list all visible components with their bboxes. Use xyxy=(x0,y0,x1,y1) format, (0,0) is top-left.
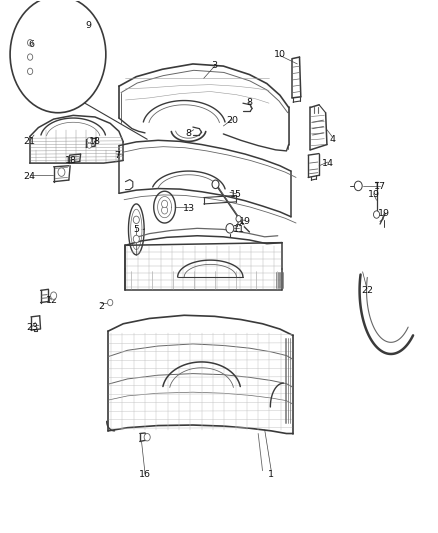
Text: 8: 8 xyxy=(186,130,191,139)
Text: 7: 7 xyxy=(114,151,120,160)
Text: 19: 19 xyxy=(239,217,251,226)
Text: 16: 16 xyxy=(139,471,151,479)
Text: 8: 8 xyxy=(247,98,252,107)
Circle shape xyxy=(58,168,65,176)
Text: 24: 24 xyxy=(24,172,35,181)
Text: 18: 18 xyxy=(89,138,101,147)
Text: 21: 21 xyxy=(24,138,35,147)
Text: 15: 15 xyxy=(230,190,242,199)
Circle shape xyxy=(236,216,241,222)
Circle shape xyxy=(162,207,168,214)
Text: 6: 6 xyxy=(28,41,34,50)
Circle shape xyxy=(354,181,362,191)
Text: 3: 3 xyxy=(212,61,218,69)
Text: 2: 2 xyxy=(99,302,105,311)
Text: 13: 13 xyxy=(183,204,194,213)
Circle shape xyxy=(374,211,380,218)
Text: 20: 20 xyxy=(226,116,238,125)
Circle shape xyxy=(50,292,57,300)
Text: 11: 11 xyxy=(233,225,244,234)
Circle shape xyxy=(10,0,106,113)
Text: 14: 14 xyxy=(322,159,334,167)
Text: 10: 10 xyxy=(274,50,286,59)
Circle shape xyxy=(87,143,92,148)
Circle shape xyxy=(133,235,139,243)
Text: 12: 12 xyxy=(46,296,57,305)
Circle shape xyxy=(162,200,168,208)
Text: 17: 17 xyxy=(374,182,386,191)
Circle shape xyxy=(133,216,139,223)
Text: 9: 9 xyxy=(85,21,92,30)
Circle shape xyxy=(226,223,234,233)
Circle shape xyxy=(212,180,219,189)
Text: 4: 4 xyxy=(329,135,335,144)
Text: 22: 22 xyxy=(361,286,373,295)
Text: 23: 23 xyxy=(27,323,39,332)
Circle shape xyxy=(144,433,150,441)
Text: 18: 18 xyxy=(65,156,77,165)
Circle shape xyxy=(87,138,92,143)
Text: 1: 1 xyxy=(268,470,274,479)
Circle shape xyxy=(108,300,113,306)
Text: 5: 5 xyxy=(133,225,139,234)
Text: 19: 19 xyxy=(378,209,390,218)
Text: 19: 19 xyxy=(367,190,379,199)
